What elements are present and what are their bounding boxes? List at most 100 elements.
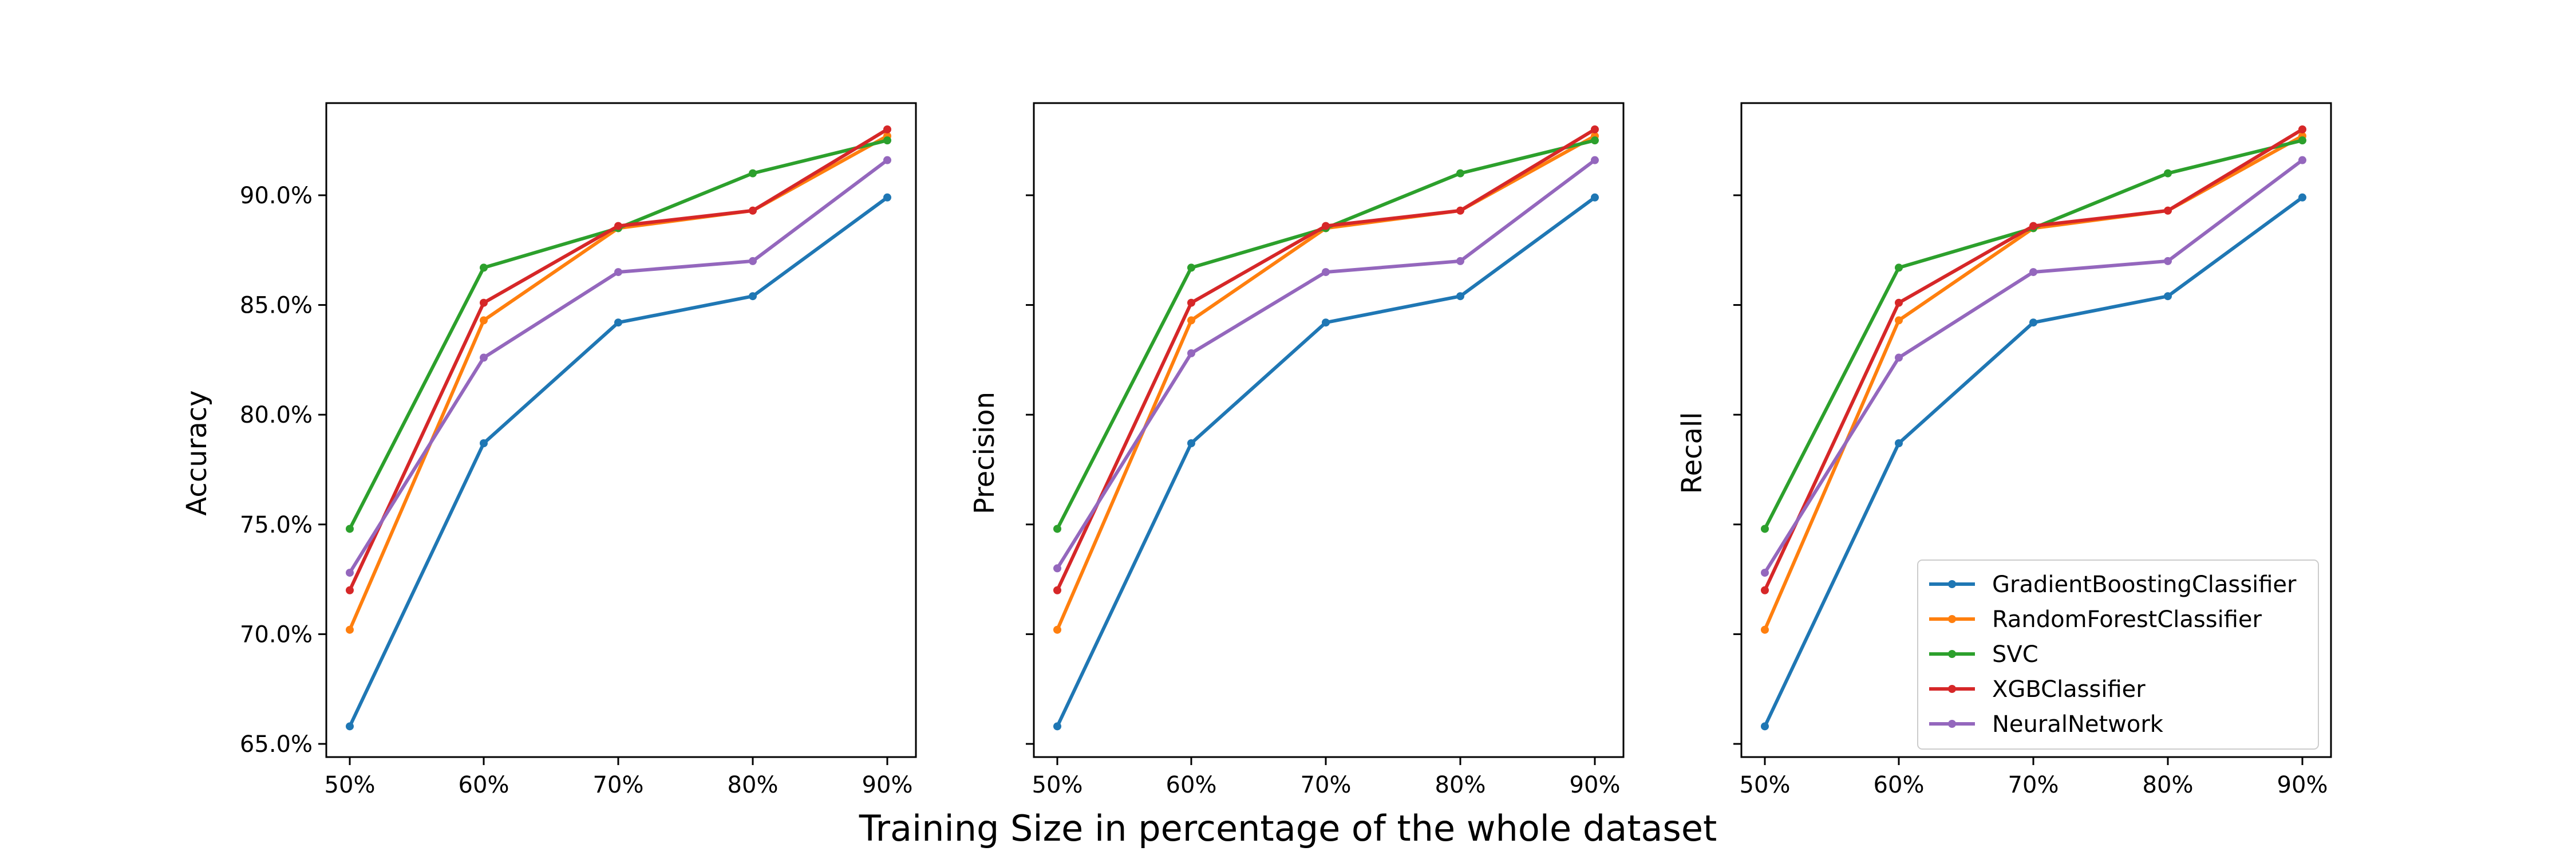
x-tick-label: 60% (1166, 772, 1217, 798)
legend-marker (1948, 685, 1956, 693)
legend-entry-label: NeuralNetwork (1992, 711, 2164, 738)
data-point-SVC (883, 136, 891, 145)
legend-entry-label: GradientBoostingClassifier (1992, 572, 2297, 598)
data-point-XGBClassifier (1456, 206, 1464, 215)
legend-marker (1948, 615, 1956, 623)
x-tick-label: 50% (325, 772, 376, 798)
chart-panel-recall: 50% 60% 70% 80% 90% Recall GradientBoostingCla… (1676, 102, 2332, 798)
y-axis-label: Precision (969, 392, 1001, 514)
data-point-GradientBoostingClassifier (1761, 722, 1769, 731)
x-tick-label: 70% (2008, 772, 2059, 798)
data-point-NeuralNetwork (2298, 156, 2306, 164)
data-point-RandomForestClassifier (480, 316, 488, 325)
x-tick-label: 80% (2143, 772, 2194, 798)
data-point-NeuralNetwork (480, 353, 488, 362)
data-point-SVC (480, 263, 488, 272)
data-point-SVC (749, 169, 757, 178)
data-point-XGBClassifier (1187, 298, 1195, 307)
y-axis-label: Accuracy (181, 390, 213, 515)
data-point-XGBClassifier (1761, 586, 1769, 594)
data-point-XGBClassifier (2298, 125, 2306, 133)
data-point-RandomForestClassifier (1187, 316, 1195, 325)
figure-x-axis-label: Training Size in percentage of the whole… (859, 807, 1717, 849)
legend: GradientBoostingClassifier RandomForestCl… (1917, 559, 2319, 750)
legend-entry-label: RandomForestClassifier (1992, 606, 2262, 633)
chart-panel-accuracy: 65.0% 70.0% 75.0% 80.0% 85.0% 90.0% 50% 60% 70% 8… (181, 102, 917, 798)
data-point-GradientBoostingClassifier (346, 722, 354, 731)
y-tick-label: 85.0% (240, 293, 313, 319)
x-tick-label: 90% (2277, 772, 2328, 798)
y-tick-label: 70.0% (240, 621, 313, 648)
data-point-GradientBoostingClassifier (1895, 439, 1903, 447)
data-point-RandomForestClassifier (1053, 625, 1061, 634)
data-point-NeuralNetwork (346, 569, 354, 577)
data-point-SVC (1761, 525, 1769, 533)
legend-marker (1948, 580, 1956, 588)
data-point-XGBClassifier (346, 586, 354, 594)
series-line-XGBClassifier (1056, 128, 1596, 592)
series-line-GradientBoostingClassifier (348, 196, 888, 727)
data-point-GradientBoostingClassifier (614, 318, 622, 327)
data-point-GradientBoostingClassifier (2298, 193, 2306, 202)
series-line-NeuralNetwork (1056, 159, 1596, 570)
data-point-XGBClassifier (1895, 298, 1903, 307)
y-tick-label: 65.0% (240, 731, 313, 758)
data-point-XGBClassifier (1053, 586, 1061, 594)
data-point-XGBClassifier (2164, 206, 2172, 215)
y-tick-label: 75.0% (240, 512, 313, 538)
data-point-XGBClassifier (1591, 125, 1599, 133)
data-point-NeuralNetwork (749, 257, 757, 265)
x-tick-label: 70% (593, 772, 644, 798)
data-point-GradientBoostingClassifier (1322, 318, 1330, 327)
data-point-RandomForestClassifier (1895, 316, 1903, 325)
data-point-SVC (1053, 525, 1061, 533)
x-tick-label: 80% (1435, 772, 1486, 798)
x-tick-label: 60% (459, 772, 509, 798)
data-point-NeuralNetwork (1322, 268, 1330, 277)
y-tick-label: 80.0% (240, 402, 313, 428)
data-point-NeuralNetwork (1591, 156, 1599, 164)
legend-entry-label: XGBClassifier (1992, 676, 2146, 703)
data-point-SVC (2164, 169, 2172, 178)
data-point-NeuralNetwork (614, 268, 622, 277)
data-point-XGBClassifier (749, 206, 757, 215)
data-point-GradientBoostingClassifier (2164, 292, 2172, 301)
data-point-RandomForestClassifier (1761, 625, 1769, 634)
data-point-GradientBoostingClassifier (1456, 292, 1464, 301)
data-point-SVC (2298, 136, 2306, 145)
legend-box (1917, 559, 2319, 750)
data-point-SVC (1456, 169, 1464, 178)
x-tick-label: 90% (862, 772, 913, 798)
data-point-NeuralNetwork (1053, 564, 1061, 573)
data-point-XGBClassifier (480, 298, 488, 307)
data-point-SVC (1591, 136, 1599, 145)
data-point-XGBClassifier (614, 222, 622, 230)
plot-area-frame (1033, 102, 1625, 758)
data-point-GradientBoostingClassifier (1053, 722, 1061, 731)
plot-area-frame (1740, 102, 2332, 758)
data-point-GradientBoostingClassifier (1187, 439, 1195, 447)
data-point-NeuralNetwork (1895, 353, 1903, 362)
data-point-NeuralNetwork (2164, 257, 2172, 265)
x-tick-label: 60% (1874, 772, 1925, 798)
data-point-GradientBoostingClassifier (480, 439, 488, 447)
data-point-RandomForestClassifier (346, 625, 354, 634)
data-point-SVC (346, 525, 354, 533)
data-point-NeuralNetwork (1187, 349, 1195, 357)
series-line-XGBClassifier (348, 128, 888, 592)
data-point-XGBClassifier (883, 125, 891, 133)
x-tick-label: 50% (1740, 772, 1791, 798)
data-point-XGBClassifier (1322, 222, 1330, 230)
legend-marker (1948, 720, 1956, 728)
series-line-SVC (348, 139, 888, 530)
data-point-NeuralNetwork (1761, 569, 1769, 577)
legend-marker (1948, 650, 1956, 658)
x-tick-label: 80% (728, 772, 779, 798)
data-point-SVC (1187, 263, 1195, 272)
data-point-NeuralNetwork (1456, 257, 1464, 265)
data-point-GradientBoostingClassifier (749, 292, 757, 301)
series-line-SVC (1056, 139, 1595, 530)
data-point-NeuralNetwork (883, 156, 891, 164)
y-axis-label: Recall (1676, 412, 1708, 494)
